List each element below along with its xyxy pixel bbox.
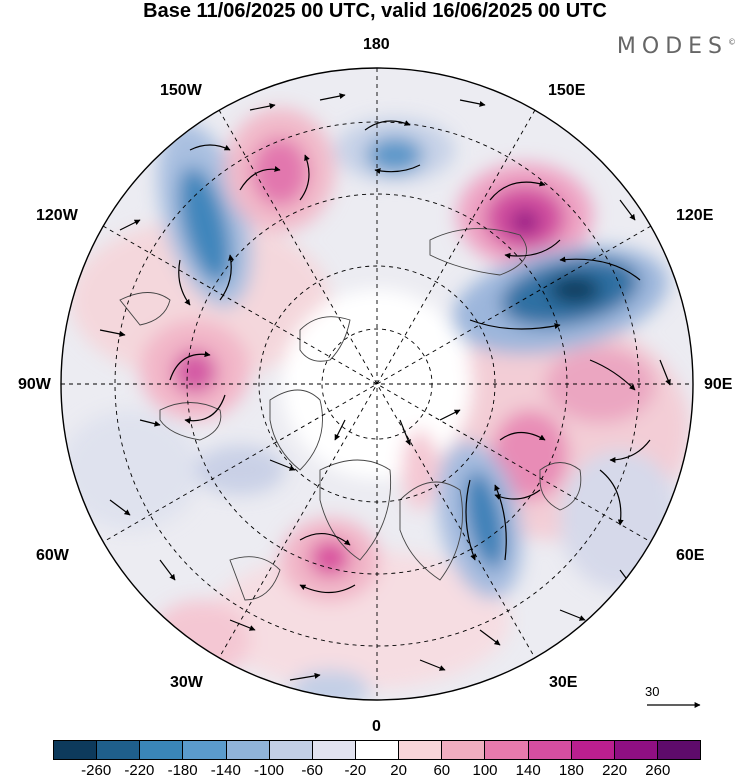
- label-150e: 150E: [548, 82, 586, 99]
- colorbar-swatch: [656, 741, 701, 759]
- brand-mark: ©: [728, 37, 736, 47]
- colorbar-swatch: [268, 741, 312, 759]
- label-90e: 90E: [704, 376, 733, 393]
- colorbar-tick-label: 20: [390, 762, 407, 779]
- colorbar: [53, 740, 701, 760]
- colorbar-swatch: [441, 741, 485, 759]
- colorbar-swatch: [484, 741, 528, 759]
- colorbar-tick-label: -140: [210, 762, 241, 779]
- colorbar-tick-label: -260: [81, 762, 112, 779]
- label-150w: 150W: [160, 82, 202, 99]
- colorbar-tick-label: -220: [124, 762, 155, 779]
- colorbar-tick-label: 220: [602, 762, 628, 779]
- colorbar-swatch: [225, 741, 269, 759]
- colorbar-tick-label: 140: [515, 762, 541, 779]
- anomaly-field: [61, 68, 693, 700]
- label-30w: 30W: [170, 674, 203, 691]
- brand-text: MODES: [616, 34, 728, 59]
- label-90w: 90W: [18, 376, 51, 393]
- wind-vectors: [99, 93, 671, 681]
- colorbar-swatch: [311, 741, 355, 759]
- map-border: [60, 67, 694, 701]
- colorbar-tick-label: 60: [433, 762, 451, 779]
- map-title: Base 11/06/2025 00 UTC, valid 16/06/2025…: [143, 0, 607, 22]
- colorbar-swatch: [96, 741, 140, 759]
- colorbar-swatch: [54, 741, 97, 759]
- colorbar-swatch: [139, 741, 183, 759]
- label-120w: 120W: [36, 207, 78, 224]
- colorbar-tick-label: -60: [301, 762, 324, 779]
- colorbar-swatch: [527, 741, 571, 759]
- colorbar-swatch: [398, 741, 442, 759]
- colorbar-swatch: [570, 741, 614, 759]
- label-180: 180: [363, 36, 390, 53]
- colorbar-tick-label: 180: [558, 762, 584, 779]
- colorbar-ticks: -260 -220 -180 -140 -100 -60 -20 20 60 100 140 180 2…: [0, 762, 750, 782]
- label-60w: 60W: [36, 547, 69, 564]
- colorbar-tick-label: -100: [253, 762, 285, 779]
- colorbar-tick-label: -180: [167, 762, 198, 779]
- colorbar-swatch: [613, 741, 657, 759]
- label-120e: 120E: [676, 207, 714, 224]
- colorbar-swatch: [354, 741, 399, 759]
- modes-logo: MODES©: [617, 34, 736, 59]
- graticule: [61, 68, 693, 700]
- colorbar-swatch: [182, 741, 226, 759]
- reference-vector-label: 30: [645, 684, 660, 699]
- coastlines: [119, 228, 582, 601]
- colorbar-tick-label: 100: [472, 762, 498, 779]
- label-0: 0: [372, 718, 381, 735]
- colorbar-tick-label: -20: [344, 762, 367, 779]
- label-30e: 30E: [549, 674, 578, 691]
- colorbar-tick-label: 260: [645, 762, 671, 779]
- label-60e: 60E: [676, 547, 705, 564]
